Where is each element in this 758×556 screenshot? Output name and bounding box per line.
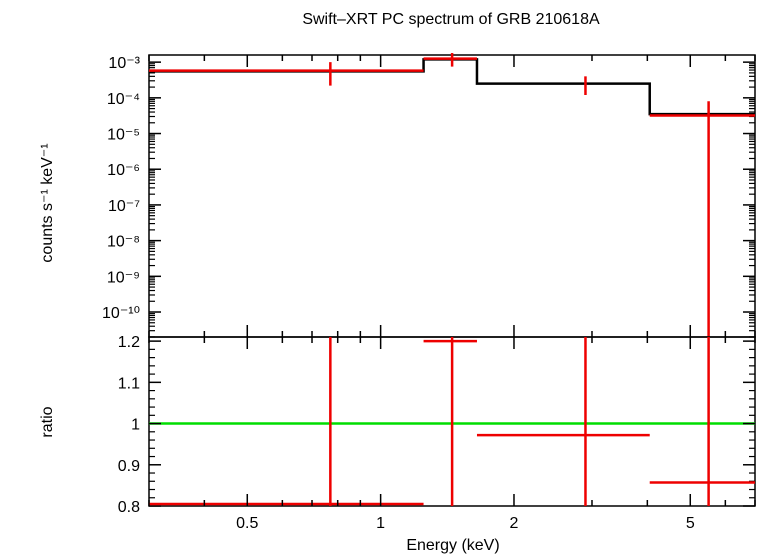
spectrum-data-point (423, 53, 477, 67)
y-tick-label: 10⁻⁶ (107, 162, 140, 179)
x-tick-label: 0.5 (236, 515, 258, 532)
y-tick-label: 10⁻⁴ (107, 91, 140, 108)
y-tick-label: 10⁻¹⁰ (102, 305, 140, 322)
ratio-y-ticks: 0.8 0.9 1 1.1 1.2 (118, 334, 755, 516)
ratio-tick-label: 1.2 (118, 334, 140, 351)
ratio-data-point (649, 337, 755, 506)
x-tick-label: 2 (510, 515, 519, 532)
ratio-panel: 0.8 0.9 1 1.1 1.2 ratio (39, 334, 756, 516)
ratio-data-points (149, 337, 755, 506)
y-tick-label: 10⁻⁸ (107, 234, 140, 251)
model-curve (149, 58, 755, 116)
ratio-tick-label: 0.8 (118, 499, 140, 516)
ratio-tick-label: 1.1 (118, 375, 140, 392)
chart-title: Swift–XRT PC spectrum of GRB 210618A (302, 11, 600, 28)
x-axis-label: Energy (keV) (406, 537, 499, 554)
x-tick-label: 5 (686, 515, 695, 532)
spectrum-data-point (149, 62, 424, 86)
spectrum-data-points (149, 53, 755, 337)
y-tick-label: 10⁻⁵ (107, 127, 140, 144)
spectrum-y-axis-label: counts s⁻¹ keV⁻¹ (39, 143, 56, 262)
spectrum-data-point (649, 101, 755, 337)
ratio-tick-label: 1 (131, 417, 140, 434)
x-tick-label: 1 (376, 515, 385, 532)
energy-x-ticks: 0.5 1 2 5 (148, 55, 756, 532)
ratio-y-axis-label: ratio (39, 406, 56, 437)
y-tick-label: 10⁻⁹ (107, 269, 140, 286)
spectrum-y-ticks: 10⁻³ 10⁻⁴ 10⁻⁵ 10⁻⁶ 10⁻⁷ 10⁻⁸ 10⁻⁹ 10⁻¹⁰ (102, 55, 755, 338)
model-step-line (149, 58, 755, 116)
y-tick-label: 10⁻³ (108, 55, 140, 72)
ratio-data-point (149, 337, 424, 506)
spectrum-panel: 10⁻³ 10⁻⁴ 10⁻⁵ 10⁻⁶ 10⁻⁷ 10⁻⁸ 10⁻⁹ 10⁻¹⁰ counts… (39, 53, 756, 338)
y-tick-label: 10⁻⁷ (108, 198, 140, 215)
ratio-data-point (476, 337, 650, 506)
spectrum-panel-frame (148, 54, 756, 338)
ratio-tick-label: 0.9 (118, 458, 140, 475)
ratio-data-point (423, 337, 477, 506)
